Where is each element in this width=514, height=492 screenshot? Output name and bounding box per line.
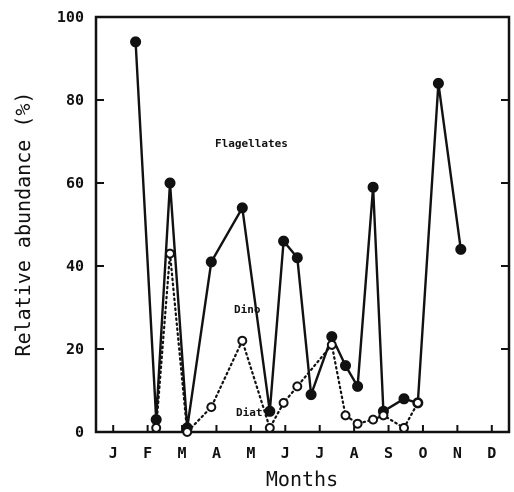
data-point-dino xyxy=(278,397,289,408)
plot-frame xyxy=(94,15,511,434)
x-tick-label: A xyxy=(212,444,221,462)
data-point-flagellates xyxy=(398,393,410,405)
x-tick-label: J xyxy=(109,444,118,462)
y-axis-title: Relative abundance (%) xyxy=(11,92,35,357)
data-point-flagellates xyxy=(455,243,467,255)
x-tick-label: F xyxy=(143,444,152,462)
y-tick-label: 60 xyxy=(66,174,84,192)
data-point-flagellates xyxy=(340,360,351,372)
data-point-dino xyxy=(182,427,193,437)
data-point-dino xyxy=(352,418,363,429)
data-point-flagellates xyxy=(305,389,317,401)
data-point-dino xyxy=(412,397,423,408)
data-point-flagellates xyxy=(205,256,217,268)
x-tick-label: O xyxy=(418,444,427,462)
data-point-dino xyxy=(264,422,275,433)
x-tick-label: M xyxy=(246,444,255,462)
data-point-flagellates xyxy=(352,380,364,392)
data-point-dino xyxy=(292,381,303,392)
y-tick-label: 40 xyxy=(66,257,84,275)
annotation-dino: Dino xyxy=(234,303,261,316)
data-point-dino xyxy=(165,248,175,259)
y-tick-label: 100 xyxy=(57,8,84,26)
data-point-dino xyxy=(206,402,217,413)
series-line-flagellates xyxy=(134,40,462,429)
data-point-dino xyxy=(340,410,351,421)
data-point-flagellates xyxy=(367,181,379,193)
y-tick-label: 0 xyxy=(75,423,84,441)
data-point-flagellates xyxy=(278,235,290,247)
x-tick-label: N xyxy=(453,444,462,462)
x-axis-title: Months xyxy=(266,467,338,491)
data-point-dino xyxy=(237,335,248,346)
data-point-dino xyxy=(326,339,337,350)
data-point-flagellates xyxy=(291,252,303,264)
x-tick-label: A xyxy=(350,444,359,462)
y-tick-label: 20 xyxy=(66,340,84,358)
y-axis-ticks: 0 20 40 60 80 100 xyxy=(57,8,509,441)
data-point-flagellates xyxy=(236,202,248,214)
annotation-diat: Diat. xyxy=(236,406,269,419)
data-point-dino xyxy=(151,422,162,433)
x-tick-label: J xyxy=(281,444,290,462)
data-point-dino xyxy=(378,410,389,421)
data-point-flagellates xyxy=(130,36,142,48)
data-point-dino xyxy=(368,414,379,425)
y-tick-label: 80 xyxy=(66,91,84,109)
data-point-flagellates xyxy=(432,77,444,89)
series-lines xyxy=(134,40,462,435)
data-point-dino xyxy=(399,422,409,433)
data-point-flagellates xyxy=(264,405,276,417)
data-point-flagellates xyxy=(164,177,176,189)
x-tick-label: M xyxy=(178,444,187,462)
x-tick-label: J xyxy=(315,444,324,462)
x-tick-label: D xyxy=(487,444,496,462)
annotation-flagellates: Flagellates xyxy=(215,137,288,150)
x-tick-label: S xyxy=(384,444,393,462)
series-points xyxy=(130,36,467,437)
